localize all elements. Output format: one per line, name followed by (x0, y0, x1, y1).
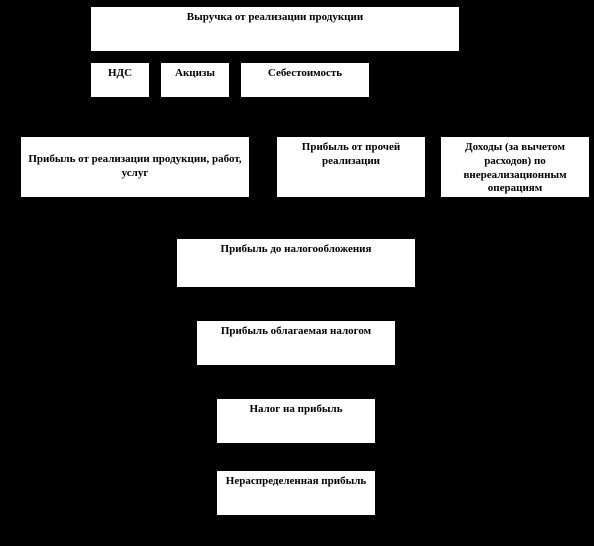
node-retained-profit: Нераспределенная прибыль (216, 470, 376, 516)
node-profit-sales: Прибыль от реализации продукции, работ, … (20, 136, 250, 198)
node-excise-label: Акцизы (175, 67, 215, 81)
node-income-tax: Налог на прибыль (216, 398, 376, 444)
node-taxable-profit: Прибыль облагаемая налогом (196, 320, 396, 366)
node-taxable-profit-label: Прибыль облагаемая налогом (221, 325, 371, 339)
node-profit-sales-label: Прибыль от реализации продукции, работ, … (27, 153, 243, 181)
node-revenue: Выручка от реализации продукции (90, 6, 460, 52)
node-income-nonop: Доходы (за вычетом расходов) по внереали… (440, 136, 590, 198)
node-cost: Себестоимость (240, 62, 370, 98)
node-profit-before-tax: Прибыль до налогообложения (176, 238, 416, 288)
node-income-tax-label: Налог на прибыль (249, 403, 342, 417)
node-profit-other-label: Прибыль от прочей реализации (283, 141, 419, 169)
node-cost-label: Себестоимость (268, 67, 342, 81)
node-profit-before-tax-label: Прибыль до налогообложения (221, 243, 372, 257)
node-excise: Акцизы (160, 62, 230, 98)
node-income-nonop-label: Доходы (за вычетом расходов) по внереали… (447, 141, 583, 196)
node-retained-profit-label: Нераспределенная прибыль (226, 475, 366, 489)
node-profit-other: Прибыль от прочей реализации (276, 136, 426, 198)
node-vat-label: НДС (108, 67, 132, 81)
node-vat: НДС (90, 62, 150, 98)
node-revenue-label: Выручка от реализации продукции (187, 11, 363, 25)
flowchart-canvas: Выручка от реализации продукции НДС Акци… (0, 0, 594, 546)
